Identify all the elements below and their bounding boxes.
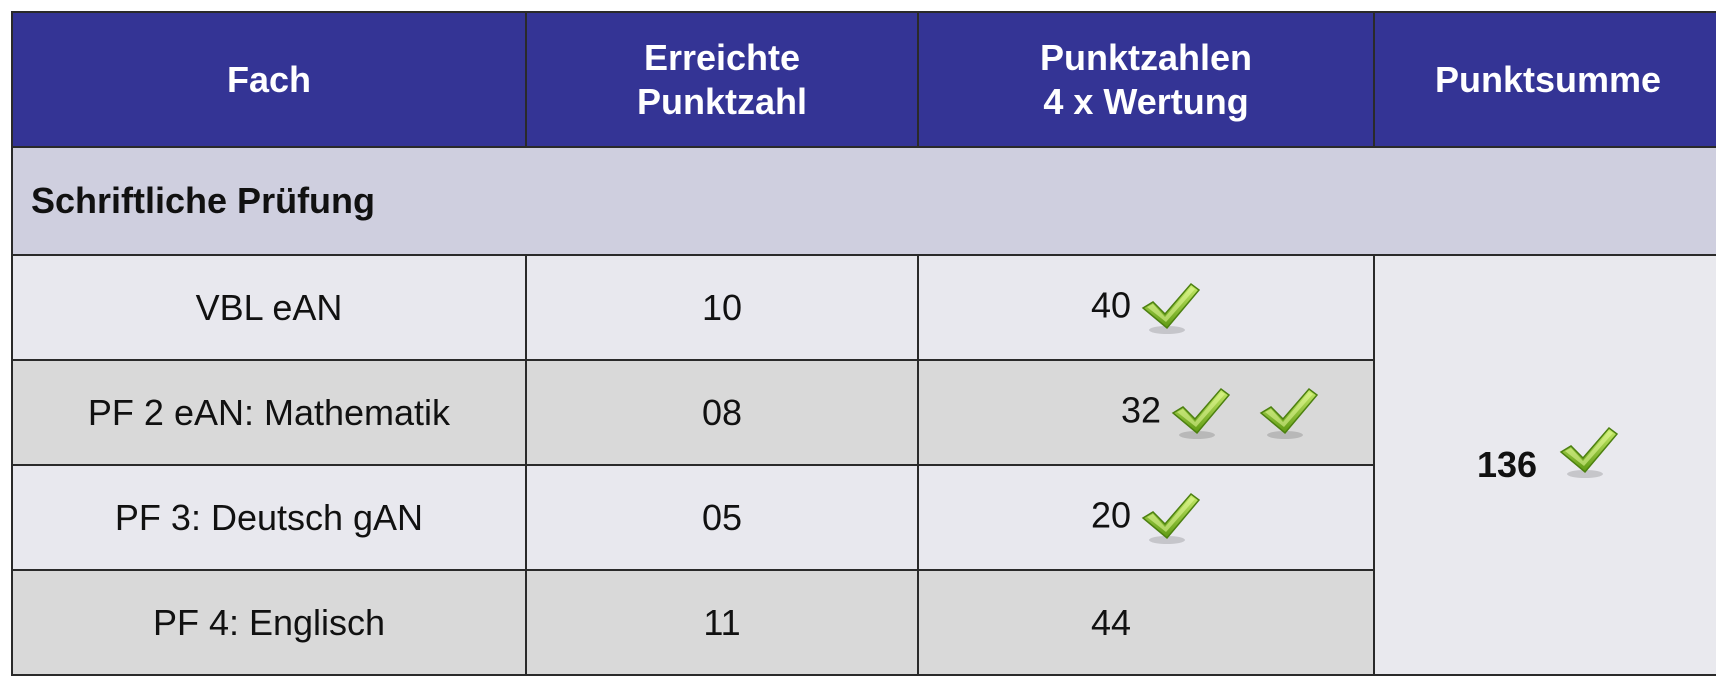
row: PF 4: Englisch 11 44	[11, 569, 1716, 676]
cell: PF 4: Englisch	[11, 569, 527, 676]
check-icon	[1559, 424, 1619, 480]
points: 08	[701, 391, 743, 433]
weighted: 44	[1090, 601, 1132, 643]
sum: 136	[1476, 444, 1538, 485]
cell: VBL eAN	[11, 254, 527, 361]
check-icon	[1141, 280, 1201, 336]
weighted: 40	[1090, 284, 1132, 326]
cell: 10	[525, 254, 919, 361]
header-text: 4 x Wertung	[1043, 80, 1249, 122]
cell: PF 3: Deutsch gAN	[11, 464, 527, 571]
cell: 20	[917, 464, 1375, 571]
header-cell: Punktzahlen 4 x Wertung	[917, 11, 1375, 148]
header-cell: Erreichte Punktzahl	[525, 11, 919, 148]
cell: 08	[525, 359, 919, 466]
row: VBL eAN 10 40 136	[11, 254, 1716, 676]
subject: PF 2 eAN: Mathematik	[87, 391, 451, 433]
points: 10	[701, 286, 743, 328]
section-row: Schriftliche Prüfung	[11, 146, 1716, 256]
score-table: Fach Erreichte Punktzahl Punktzahlen 4 x W…	[11, 11, 1716, 676]
header-text: Erreichte	[643, 36, 801, 78]
cell: 05	[525, 464, 919, 571]
header-cell: Punktsumme	[1373, 11, 1716, 148]
weighted: 20	[1090, 494, 1132, 536]
points: 11	[703, 601, 741, 643]
sum-cell: 136	[1373, 254, 1716, 676]
check-icon	[1259, 385, 1319, 441]
cell: PF 2 eAN: Mathematik	[11, 359, 527, 466]
header-text: Punktzahlen	[1039, 36, 1253, 78]
header-text: Punktsumme	[1434, 58, 1662, 100]
row: PF 2 eAN: Mathematik 08 32	[11, 359, 1716, 466]
row: PF 3: Deutsch gAN 05 20	[11, 464, 1716, 571]
subject: PF 3: Deutsch gAN	[114, 496, 424, 538]
header-text: Fach	[226, 58, 312, 100]
check-icon	[1141, 490, 1201, 546]
header-cell: Fach	[11, 11, 527, 148]
subject: VBL eAN	[195, 286, 343, 328]
header-row: Fach Erreichte Punktzahl Punktzahlen 4 x W…	[11, 11, 1716, 148]
section-cell: Schriftliche Prüfung	[11, 146, 1716, 256]
points: 05	[701, 496, 743, 538]
check-icon	[1171, 385, 1231, 441]
cell: 11	[525, 569, 919, 676]
cell: 40	[917, 254, 1375, 361]
cell: 44	[917, 569, 1375, 676]
section-label: Schriftliche Prüfung	[31, 180, 376, 221]
subject: PF 4: Englisch	[152, 601, 386, 643]
weighted: 32	[1121, 389, 1162, 431]
cell: 32	[917, 359, 1375, 466]
header-text: Punktzahl	[636, 80, 807, 122]
